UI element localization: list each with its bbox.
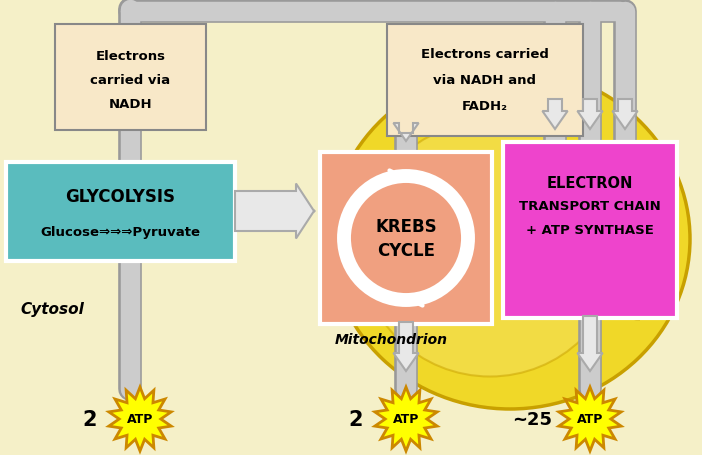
FancyArrow shape [393,124,418,142]
Ellipse shape [330,70,690,409]
Polygon shape [375,387,437,451]
Text: Mitochondrion: Mitochondrion [335,332,448,346]
FancyArrow shape [578,316,602,371]
Text: Glucose⇒⇒⇒Pyruvate: Glucose⇒⇒⇒Pyruvate [41,226,201,239]
Text: ATP: ATP [577,413,603,425]
Text: CYCLE: CYCLE [377,242,435,259]
Text: Electrons carried: Electrons carried [421,47,549,61]
FancyBboxPatch shape [55,25,206,131]
Text: TRANSPORT CHAIN: TRANSPORT CHAIN [519,200,661,213]
Text: KREBS: KREBS [375,217,437,236]
Text: 2: 2 [349,409,363,429]
Text: NADH: NADH [109,97,152,110]
Text: carried via: carried via [91,73,171,86]
Text: GLYCOLYSIS: GLYCOLYSIS [65,187,176,206]
Ellipse shape [360,122,620,377]
FancyArrow shape [235,184,314,239]
FancyArrow shape [612,100,637,130]
Text: + ATP SYNTHASE: + ATP SYNTHASE [526,224,654,237]
Text: via NADH and: via NADH and [434,73,536,86]
Text: ~25: ~25 [512,410,552,428]
Text: FADH₂: FADH₂ [462,99,508,112]
FancyBboxPatch shape [387,25,583,136]
FancyArrow shape [393,322,418,371]
FancyBboxPatch shape [320,153,492,324]
FancyArrow shape [543,100,568,130]
Text: ATP: ATP [393,413,419,425]
FancyBboxPatch shape [6,162,235,262]
FancyArrow shape [578,100,602,130]
Polygon shape [109,387,171,451]
Text: Electrons: Electrons [95,50,166,62]
Text: 2: 2 [83,409,98,429]
Text: Cytosol: Cytosol [20,302,84,317]
Text: ELECTRON: ELECTRON [547,175,633,190]
FancyBboxPatch shape [503,143,677,318]
Text: ATP: ATP [127,413,153,425]
Polygon shape [559,387,621,451]
